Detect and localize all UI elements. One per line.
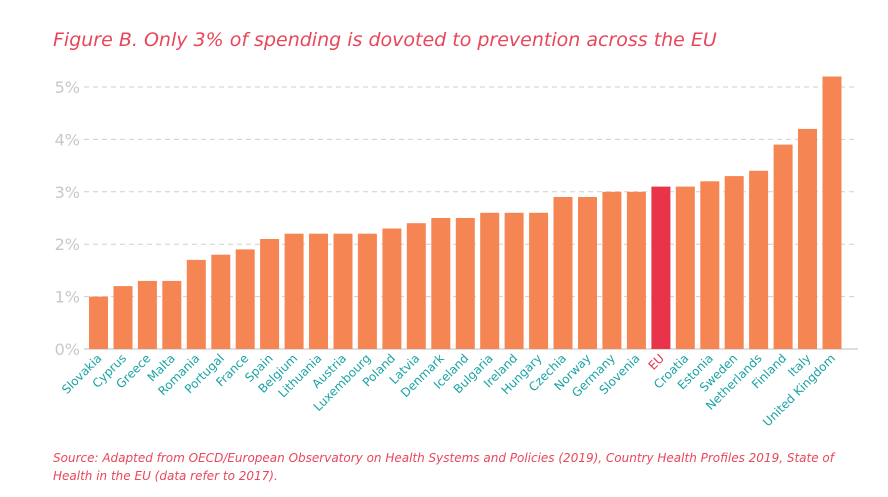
bar-sweden (724, 176, 744, 349)
bar-finland (773, 144, 793, 349)
bar-latvia (406, 223, 426, 349)
bar-eu (651, 186, 671, 349)
bar-spain (260, 239, 280, 349)
bar-lithuania (309, 233, 328, 349)
source-note: Source: Adapted from OECD/European Obser… (53, 451, 834, 483)
bar-slovakia (89, 296, 108, 349)
bar-iceland (455, 218, 475, 349)
y-tick-label: 2% (55, 235, 80, 254)
bar-chart: 0% 1% 2% 3% 4% 5% SlovakiaCyprusGreeceMaltaRo… (55, 76, 858, 429)
y-tick-label: 3% (55, 183, 80, 202)
bar-czechia (553, 197, 573, 349)
chart-title: Figure B. Only 3% of spending is dovoted… (53, 29, 717, 51)
x-axis-labels: SlovakiaCyprusGreeceMaltaRomaniaPortugal… (59, 351, 838, 429)
bar-croatia (675, 186, 695, 349)
y-axis-ticks: 0% 1% 2% 3% 4% 5% (55, 78, 80, 359)
y-tick-label: 4% (55, 130, 80, 149)
bar-slovenia (626, 191, 646, 349)
bar-hungary (529, 212, 549, 349)
bar-france (235, 249, 255, 349)
bar-cyprus (113, 286, 133, 349)
bar-norway (578, 197, 597, 349)
bar-portugal (211, 254, 231, 349)
bar-denmark (431, 218, 451, 349)
y-tick-label: 1% (55, 288, 80, 307)
bar-luxembourg (357, 233, 377, 349)
bar-romania (186, 259, 206, 349)
bar-germany (602, 191, 622, 349)
bar-netherlands (749, 170, 769, 349)
bar-united-kingdom (822, 76, 842, 349)
bar-italy (798, 128, 817, 349)
bar-bulgaria (480, 212, 500, 349)
bar-ireland (504, 212, 524, 349)
bar-estonia (700, 181, 720, 349)
bar-austria (333, 233, 353, 349)
bars (89, 76, 842, 349)
bar-greece (137, 280, 157, 349)
y-tick-label: 0% (55, 340, 80, 359)
bar-poland (382, 228, 402, 349)
bar-belgium (284, 233, 304, 349)
bar-malta (162, 280, 182, 349)
y-tick-label: 5% (55, 78, 80, 97)
